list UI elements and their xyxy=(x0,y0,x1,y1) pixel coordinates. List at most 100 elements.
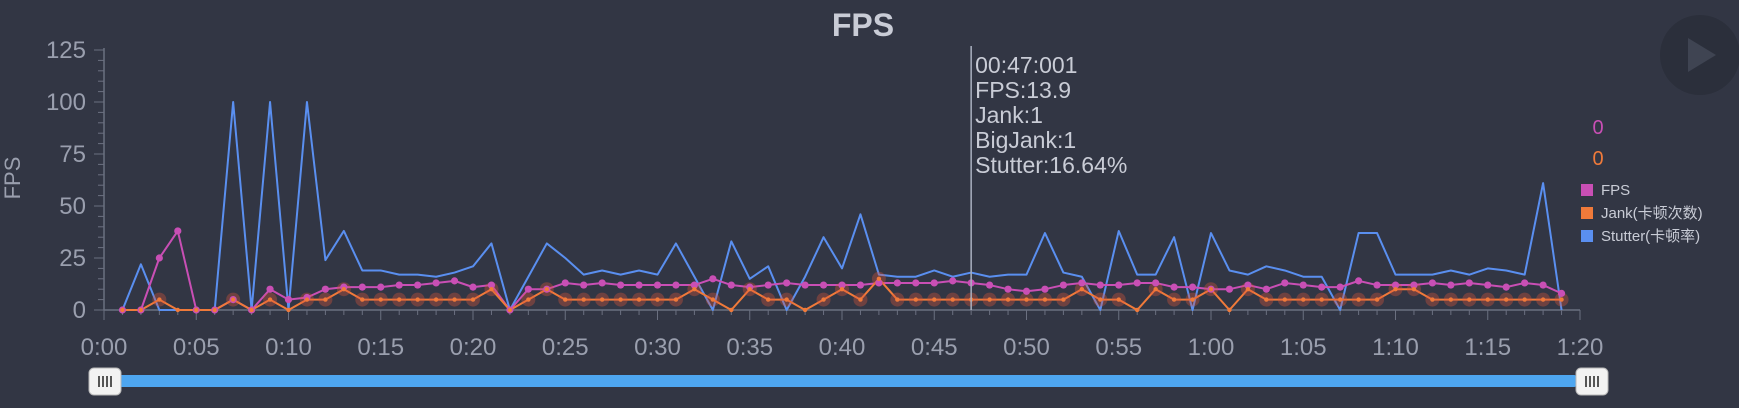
fps-point xyxy=(284,296,293,304)
y-tick-label: 25 xyxy=(59,245,86,272)
jank-point xyxy=(802,307,808,313)
y-tick-label: 100 xyxy=(46,89,86,116)
fps-point xyxy=(487,281,496,289)
jank-point xyxy=(544,287,549,292)
fps-point xyxy=(1318,283,1326,291)
legend-entry[interactable]: Jank(卡顿次数) xyxy=(1601,205,1703,222)
slider-track[interactable] xyxy=(108,375,1576,387)
jank-point xyxy=(618,297,623,302)
tooltip-line: Stutter:16.64% xyxy=(975,152,1127,178)
fps-point xyxy=(598,279,606,287)
fps-point xyxy=(1004,285,1012,293)
jank-point xyxy=(932,297,937,302)
jank-point xyxy=(581,297,586,302)
jank-point xyxy=(304,297,310,302)
jank-point xyxy=(120,307,125,313)
jank-point xyxy=(1153,287,1158,292)
jank-point xyxy=(1337,297,1343,302)
jank-point xyxy=(1024,297,1029,302)
fps-point xyxy=(1096,281,1104,289)
fps-point xyxy=(912,279,920,287)
jank-point xyxy=(138,307,144,313)
x-tick-label: 0:30 xyxy=(634,334,681,361)
legend[interactable]: 0 0 FPS Jank(卡顿次数) Stutter(卡顿率) xyxy=(1581,117,1703,245)
x-tick-label: 1:00 xyxy=(1188,334,1235,361)
jank-point xyxy=(470,297,476,302)
marker-layer xyxy=(118,227,1569,314)
x-tick-label: 0:05 xyxy=(173,334,220,361)
time-range-slider[interactable] xyxy=(88,367,1609,396)
x-tick-label: 1:15 xyxy=(1464,334,1511,361)
jank-point xyxy=(599,297,605,302)
x-tick-label: 0:25 xyxy=(542,334,589,361)
jank-point xyxy=(895,297,900,302)
fps-point xyxy=(690,281,699,289)
fps-point xyxy=(783,279,791,287)
jank-point xyxy=(1504,297,1509,302)
jank-point xyxy=(821,297,826,302)
jank-point xyxy=(1393,287,1398,292)
jank-point xyxy=(452,297,457,302)
jank-point xyxy=(526,297,531,302)
fps-point xyxy=(1115,281,1123,289)
fps-point xyxy=(1355,277,1363,285)
fps-point xyxy=(1336,283,1344,291)
jank-point xyxy=(1116,297,1121,302)
jank-point xyxy=(1135,307,1140,313)
fps-point xyxy=(1502,283,1510,291)
fps-point xyxy=(1484,281,1492,289)
axes: 0 25 50 75 100 125 0:00 0:05 0:10 0:15 0:20 0:25 0:3… xyxy=(46,37,1603,361)
series-layer xyxy=(121,101,1563,311)
series-line-2 xyxy=(121,101,1563,311)
jank-point xyxy=(1190,297,1195,302)
tooltip-line: FPS:13.9 xyxy=(975,77,1071,103)
fps-point xyxy=(1188,283,1197,291)
x-tick-label: 0:45 xyxy=(911,334,958,361)
fps-point xyxy=(1391,281,1400,289)
fps-point xyxy=(1557,289,1566,297)
slider-handle-start[interactable] xyxy=(88,367,122,396)
y-tick-label: 50 xyxy=(59,193,86,220)
jank-point xyxy=(655,297,660,302)
jank-point xyxy=(913,297,918,302)
jank-point xyxy=(858,297,863,302)
jank-point xyxy=(1559,297,1564,302)
legend-count: 0 xyxy=(1592,148,1603,170)
fps-point xyxy=(1262,285,1270,293)
fps-point xyxy=(1170,283,1178,291)
y-axis-label: FPS xyxy=(0,157,25,200)
jank-point xyxy=(1079,287,1085,292)
fps-point xyxy=(1225,285,1234,293)
tooltip: 00:47:001FPS:13.9Jank:1BigJank:1Stutter:… xyxy=(970,46,1127,310)
jank-point xyxy=(692,287,697,292)
jank-point xyxy=(1485,297,1490,302)
legend-entry[interactable]: Stutter(卡顿率) xyxy=(1601,228,1700,245)
fps-point xyxy=(709,275,717,283)
jank-point xyxy=(341,287,347,292)
fps-point xyxy=(321,285,329,293)
fps-point xyxy=(174,227,182,235)
x-tick-label: 1:10 xyxy=(1372,334,1419,361)
y-tick-label: 125 xyxy=(46,37,86,64)
jank-point xyxy=(563,297,568,302)
fps-point xyxy=(838,281,846,289)
play-button[interactable] xyxy=(1660,15,1739,95)
chart-title: FPS xyxy=(832,7,894,43)
jank-point xyxy=(1522,297,1527,302)
x-tick-label: 1:05 xyxy=(1280,334,1327,361)
fps-point xyxy=(893,279,901,287)
fps-point xyxy=(617,281,625,289)
fps-point xyxy=(1447,281,1455,289)
jank-point xyxy=(157,297,162,302)
jank-point xyxy=(1245,287,1251,292)
fps-point xyxy=(395,281,403,289)
jank-point xyxy=(286,307,291,313)
jank-point xyxy=(950,297,955,302)
fps-point xyxy=(580,281,588,289)
slider-handle-end[interactable] xyxy=(1575,367,1609,396)
jank-point xyxy=(1319,297,1324,302)
fps-point xyxy=(1244,281,1252,289)
legend-entry[interactable]: FPS xyxy=(1601,182,1630,199)
